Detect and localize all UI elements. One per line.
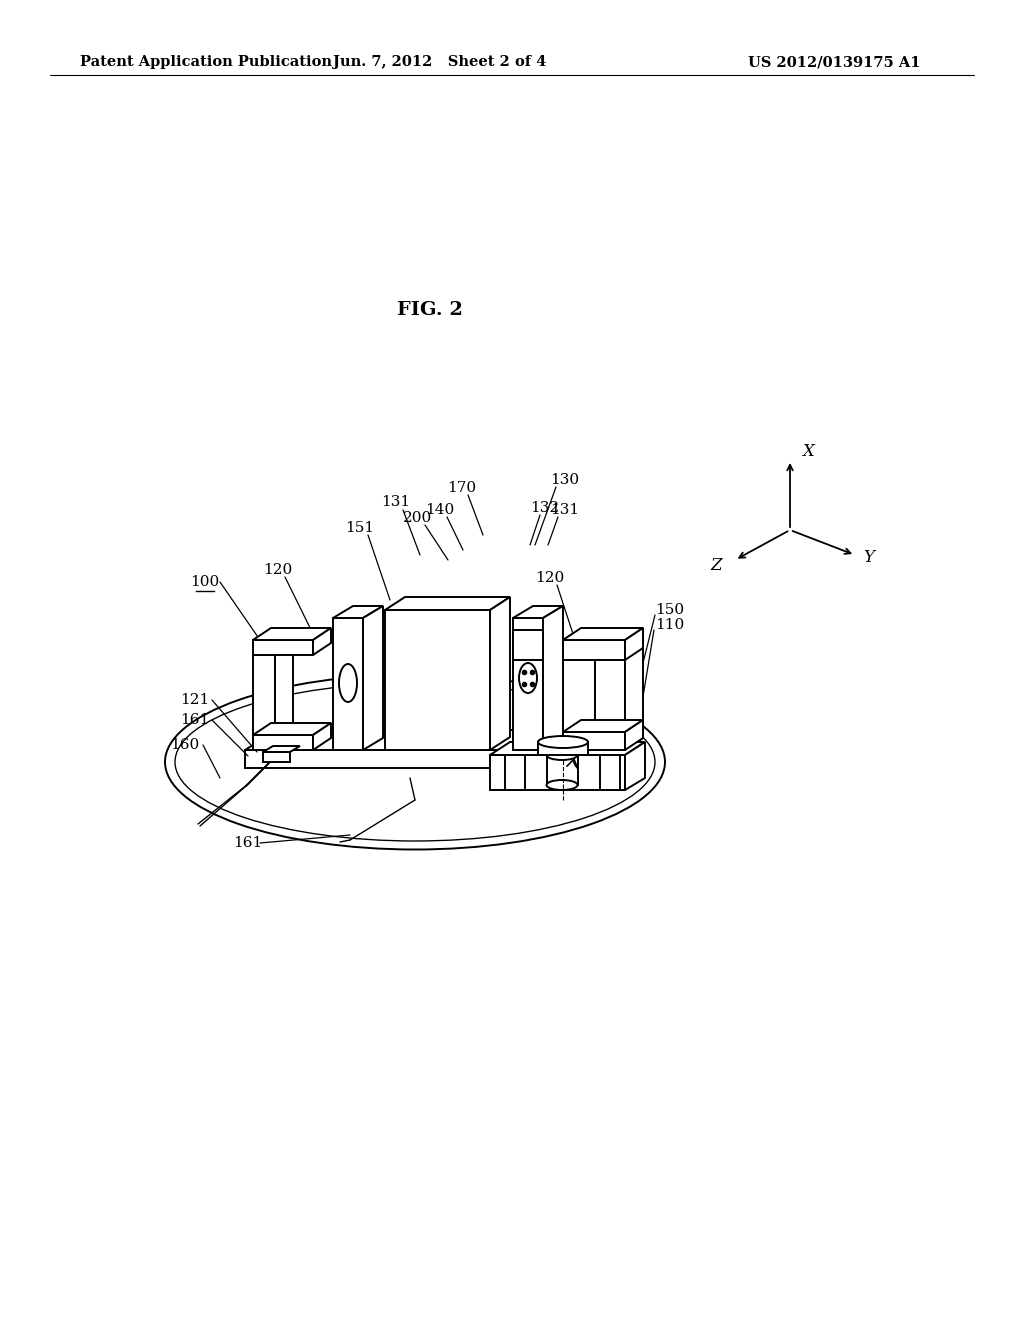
Polygon shape xyxy=(253,640,313,655)
Polygon shape xyxy=(547,755,578,785)
Text: 100: 100 xyxy=(190,576,219,589)
Text: 140: 140 xyxy=(425,503,455,517)
Polygon shape xyxy=(385,610,490,750)
Polygon shape xyxy=(490,597,510,750)
Polygon shape xyxy=(625,628,643,750)
Polygon shape xyxy=(245,730,612,750)
Text: 161: 161 xyxy=(180,713,210,727)
Polygon shape xyxy=(625,719,643,750)
Polygon shape xyxy=(253,735,313,750)
Text: 132: 132 xyxy=(530,502,559,515)
Polygon shape xyxy=(253,643,293,655)
Text: 120: 120 xyxy=(536,572,564,585)
Polygon shape xyxy=(253,655,275,750)
Polygon shape xyxy=(538,742,588,755)
Text: 150: 150 xyxy=(655,603,685,616)
Ellipse shape xyxy=(519,663,537,693)
Text: 121: 121 xyxy=(180,693,210,708)
Polygon shape xyxy=(563,628,643,640)
Polygon shape xyxy=(333,606,383,618)
Polygon shape xyxy=(505,755,525,789)
Polygon shape xyxy=(275,643,293,750)
Polygon shape xyxy=(513,606,563,618)
Polygon shape xyxy=(313,723,331,750)
Ellipse shape xyxy=(339,664,357,702)
Polygon shape xyxy=(563,719,643,733)
Text: Jun. 7, 2012   Sheet 2 of 4: Jun. 7, 2012 Sheet 2 of 4 xyxy=(334,55,547,69)
Text: 110: 110 xyxy=(655,618,685,632)
Polygon shape xyxy=(253,723,331,735)
Polygon shape xyxy=(563,733,625,750)
Text: Y: Y xyxy=(863,549,874,566)
Polygon shape xyxy=(563,640,595,750)
Polygon shape xyxy=(362,606,383,750)
Text: 151: 151 xyxy=(345,521,375,535)
Polygon shape xyxy=(543,606,563,750)
Polygon shape xyxy=(263,746,300,752)
Polygon shape xyxy=(595,628,615,750)
Text: Z: Z xyxy=(711,557,722,573)
Text: 200: 200 xyxy=(403,511,432,525)
Ellipse shape xyxy=(538,737,588,748)
Polygon shape xyxy=(490,755,625,789)
Polygon shape xyxy=(263,752,290,762)
Polygon shape xyxy=(595,628,643,640)
Polygon shape xyxy=(245,750,580,768)
Polygon shape xyxy=(563,628,615,640)
Polygon shape xyxy=(625,628,643,660)
Polygon shape xyxy=(563,640,625,660)
Text: 131: 131 xyxy=(551,503,580,517)
Text: 170: 170 xyxy=(447,480,476,495)
Polygon shape xyxy=(625,742,645,789)
Text: X: X xyxy=(802,444,814,461)
Ellipse shape xyxy=(165,675,665,850)
Text: 130: 130 xyxy=(551,473,580,487)
Polygon shape xyxy=(490,742,645,755)
Text: FIG. 2: FIG. 2 xyxy=(397,301,463,319)
Text: US 2012/0139175 A1: US 2012/0139175 A1 xyxy=(748,55,920,69)
FancyArrowPatch shape xyxy=(567,759,578,768)
Polygon shape xyxy=(253,628,331,640)
Text: 120: 120 xyxy=(263,564,293,577)
Text: 160: 160 xyxy=(170,738,200,752)
Text: 161: 161 xyxy=(233,836,262,850)
Ellipse shape xyxy=(547,780,578,789)
Text: Patent Application Publication: Patent Application Publication xyxy=(80,55,332,69)
Polygon shape xyxy=(333,618,362,750)
Polygon shape xyxy=(513,630,543,660)
Polygon shape xyxy=(313,628,331,655)
Polygon shape xyxy=(595,640,625,750)
Polygon shape xyxy=(513,618,543,750)
Text: 131: 131 xyxy=(381,495,411,510)
Ellipse shape xyxy=(547,750,578,760)
Polygon shape xyxy=(600,755,620,789)
Polygon shape xyxy=(385,597,510,610)
